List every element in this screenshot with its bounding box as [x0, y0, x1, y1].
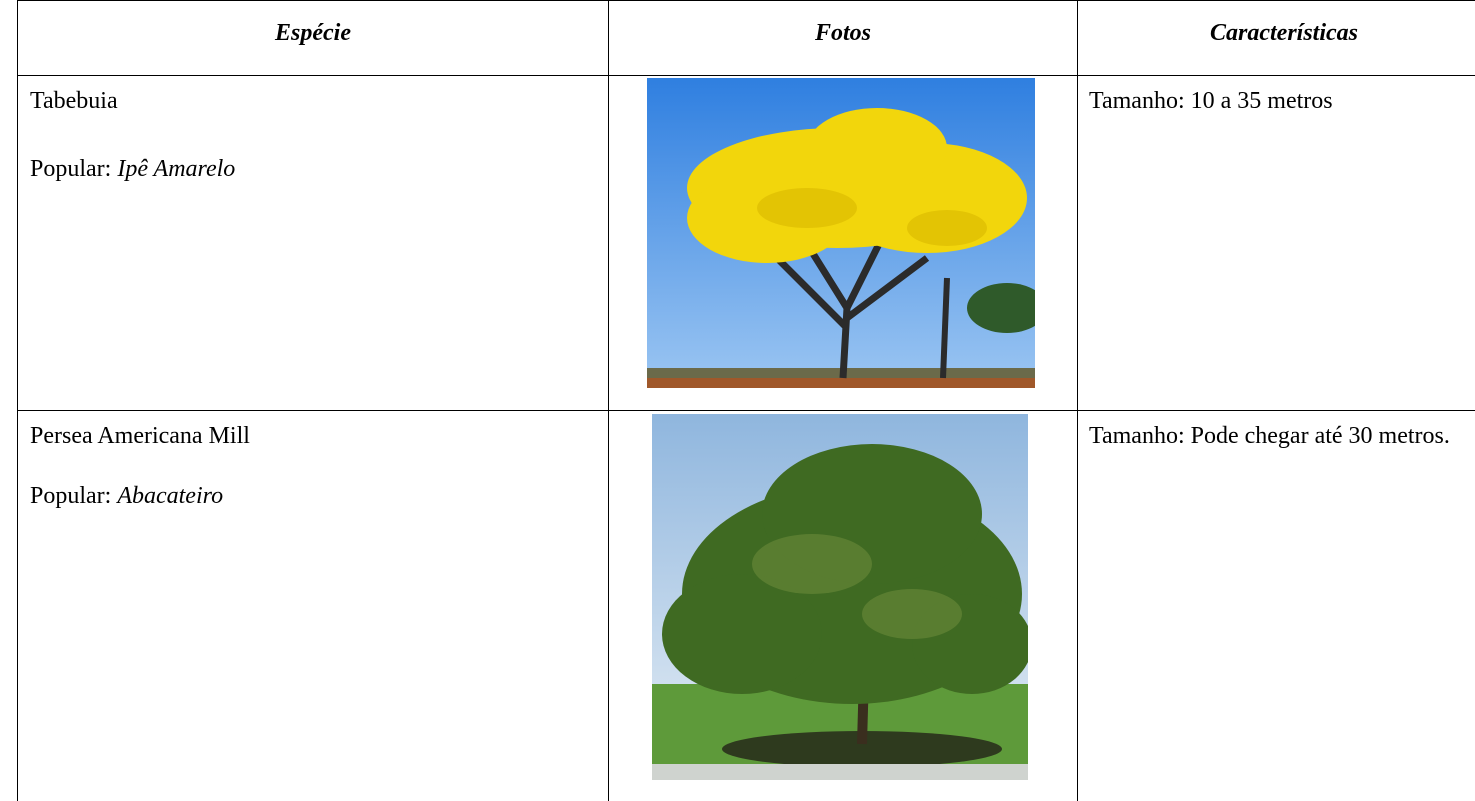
- header-cell: Fotos: [814, 20, 871, 46]
- header-cell: Espécie: [275, 20, 351, 46]
- table-border: [17, 0, 1475, 1]
- table-border: [17, 0, 18, 801]
- popular-line: Popular: Ipê Amarelo: [30, 152, 235, 187]
- popular-line: Popular: Abacateiro: [30, 479, 223, 514]
- characteristics: Tamanho: Pode chegar até 30 metros.: [1089, 423, 1450, 449]
- photo-abacateiro: [652, 414, 1028, 780]
- table-border: [17, 75, 1475, 76]
- species-name: Persea Americana Mill: [30, 423, 250, 449]
- popular-name: Ipê Amarelo: [117, 156, 236, 182]
- table-border: [17, 410, 1475, 411]
- table-border: [608, 0, 609, 801]
- photo-ipe: [647, 78, 1035, 388]
- popular-label: Popular:: [30, 156, 112, 182]
- popular-label: Popular:: [30, 483, 112, 509]
- header-cell: Características: [1210, 20, 1358, 46]
- species-name: Tabebuia: [30, 88, 118, 114]
- table-border: [1077, 0, 1078, 801]
- popular-name: Abacateiro: [117, 483, 224, 509]
- characteristics: Tamanho: 10 a 35 metros: [1089, 88, 1333, 114]
